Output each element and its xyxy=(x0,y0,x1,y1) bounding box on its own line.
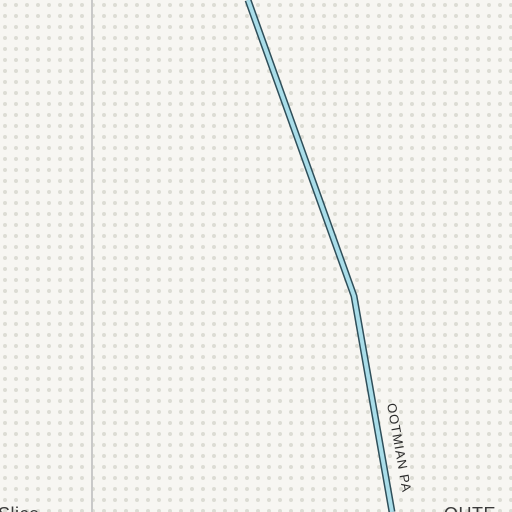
place-label-right: OUTE xyxy=(444,504,496,512)
road-highway[interactable] xyxy=(246,0,394,512)
place-label-left: Slice xyxy=(0,504,40,512)
